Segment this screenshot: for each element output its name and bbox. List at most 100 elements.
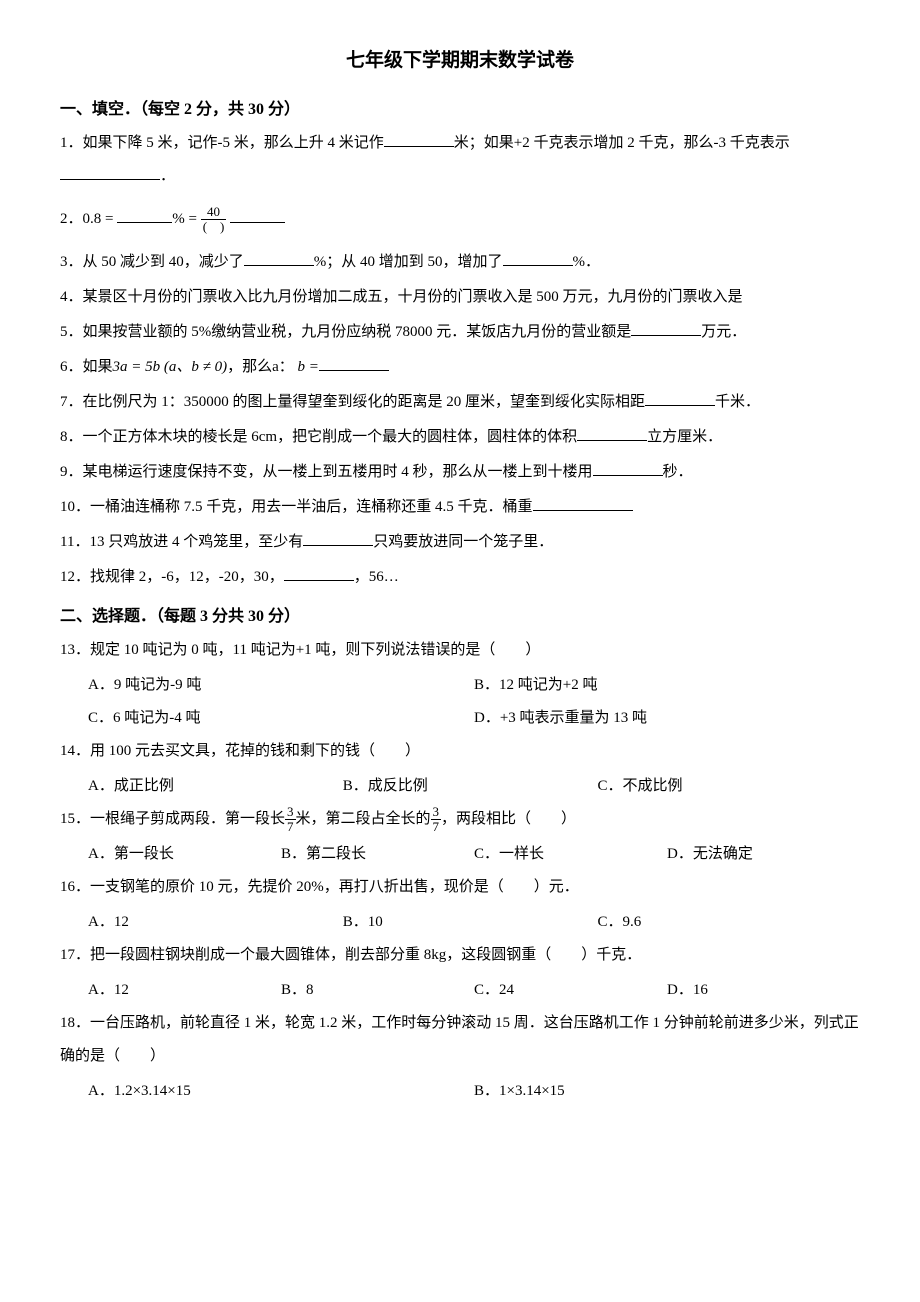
numerator: 3 <box>285 805 296 820</box>
question-12: 12．找规律 2，-6，12，-20，30，，56… <box>60 561 860 594</box>
q8-text-b: 立方厘米． <box>647 429 722 445</box>
blank <box>631 321 701 336</box>
q15-choices: A．第一段长 B．第二段长 C．一样长 D．无法确定 <box>60 838 860 871</box>
fraction-37a: 37 <box>285 805 296 835</box>
question-9: 9．某电梯运行速度保持不变，从一楼上到五楼用时 4 秒，那么从一楼上到十楼用 秒． <box>60 456 860 489</box>
choice-d: D．无法确定 <box>667 838 860 871</box>
choice-c: C．6 吨记为-4 吨 <box>88 702 474 735</box>
q6-text-b: ，那么a： <box>227 359 294 375</box>
q9-text-a: 9．某电梯运行速度保持不变，从一楼上到五楼用时 4 秒，那么从一楼上到十楼用 <box>60 464 593 480</box>
question-5: 5．如果按营业额的 5%缴纳营业税，九月份应纳税 78000 元．某饭店九月份的… <box>60 316 860 349</box>
q6-text-a: 6．如果 <box>60 359 113 375</box>
q3-text-c: %． <box>573 254 601 270</box>
blank <box>645 391 715 406</box>
q1-text-c: ． <box>160 168 175 184</box>
choice-c: C．不成比例 <box>598 770 853 803</box>
q1-text-a: 1．如果下降 5 米，记作-5 米，那么上升 4 米记作 <box>60 135 384 151</box>
q17-choices: A．12 B．8 C．24 D．16 <box>60 974 860 1007</box>
question-2: 2．0.8 = % = 40 ( ) <box>60 203 860 236</box>
q12-text-a: 12．找规律 2，-6，12，-20，30， <box>60 569 284 585</box>
choice-c: C．24 <box>474 974 667 1007</box>
numerator: 40 <box>201 205 227 220</box>
choice-c: C．一样长 <box>474 838 667 871</box>
numerator: 3 <box>431 805 442 820</box>
q7-text-a: 7．在比例尺为 1：350000 的图上量得望奎到绥化的距离是 20 厘米，望奎… <box>60 394 645 410</box>
question-16: 16．一支钢笔的原价 10 元，先提价 20%，再打八折出售，现价是（ ）元． <box>60 871 860 904</box>
choice-d: D．16 <box>667 974 860 1007</box>
choice-a: A．第一段长 <box>88 838 281 871</box>
q2-08: 0.8 = <box>83 211 114 227</box>
blank <box>60 165 160 180</box>
q15-text-c: ，两段相比（ ） <box>441 811 576 827</box>
blank <box>230 208 285 223</box>
choice-a: A．9 吨记为-9 吨 <box>88 669 474 702</box>
section-1-header: 一、填空．（每空 2 分，共 30 分） <box>60 92 860 127</box>
q5-text-b: 万元． <box>701 324 746 340</box>
denominator: ( ) <box>201 220 227 234</box>
choice-b: B．第二段长 <box>281 838 474 871</box>
blank <box>117 208 172 223</box>
q8-text-a: 8．一个正方体木块的棱长是 6cm，把它削成一个最大的圆柱体，圆柱体的体积 <box>60 429 577 445</box>
q18-text: 18．一台压路机，前轮直径 1 米，轮宽 1.2 米，工作时每分钟滚动 15 周… <box>60 1015 859 1064</box>
choice-b: B．成反比例 <box>343 770 598 803</box>
q14-text: 14．用 100 元去买文具，花掉的钱和剩下的钱（ ） <box>60 743 420 759</box>
denominator: 7 <box>285 820 296 834</box>
q2-pct: % = <box>172 211 197 227</box>
q7-text-b: 千米． <box>715 394 760 410</box>
question-3: 3．从 50 减少到 40，减少了 %；从 40 增加到 50，增加了 %． <box>60 246 860 279</box>
question-18: 18．一台压路机，前轮直径 1 米，轮宽 1.2 米，工作时每分钟滚动 15 周… <box>60 1007 860 1073</box>
q15-text-a: 15．一根绳子剪成两段．第一段长 <box>60 811 285 827</box>
question-8: 8．一个正方体木块的棱长是 6cm，把它削成一个最大的圆柱体，圆柱体的体积 立方厘… <box>60 421 860 454</box>
choice-a: A．1.2×3.14×15 <box>88 1075 474 1108</box>
question-13: 13．规定 10 吨记为 0 吨，11 吨记为+1 吨，则下列说法错误的是（ ） <box>60 634 860 667</box>
choice-b: B．12 吨记为+2 吨 <box>474 669 860 702</box>
choice-b: B．10 <box>343 906 598 939</box>
section-2-header: 二、选择题．（每题 3 分共 30 分） <box>60 599 860 634</box>
q11-text-b: 只鸡要放进同一个笼子里． <box>373 534 553 550</box>
blank <box>319 356 389 371</box>
fraction-40: 40 ( ) <box>201 205 227 235</box>
blank <box>303 531 373 546</box>
question-11: 11．13 只鸡放进 4 个鸡笼里，至少有 只鸡要放进同一个笼子里． <box>60 526 860 559</box>
choice-b: B．8 <box>281 974 474 1007</box>
question-17: 17．把一段圆柱钢块削成一个最大圆锥体，削去部分重 8kg，这段圆钢重（ ）千克… <box>60 939 860 972</box>
choice-a: A．12 <box>88 974 281 1007</box>
choice-c: C．9.6 <box>598 906 853 939</box>
question-15: 15．一根绳子剪成两段．第一段长37米，第二段占全长的37，两段相比（ ） <box>60 803 860 836</box>
q11-text-a: 11．13 只鸡放进 4 个鸡笼里，至少有 <box>60 534 303 550</box>
q6-formula: 3a = 5b (a、b ≠ 0) <box>113 359 228 375</box>
blank <box>503 251 573 266</box>
blank <box>244 251 314 266</box>
q9-text-b: 秒． <box>663 464 693 480</box>
question-10: 10．一桶油连桶称 7.5 千克，用去一半油后，连桶称还重 4.5 千克．桶重 <box>60 491 860 524</box>
blank <box>384 132 454 147</box>
fraction-37b: 37 <box>431 805 442 835</box>
q18-choices: A．1.2×3.14×15 B．1×3.14×15 <box>60 1075 860 1108</box>
q3-text-b: %；从 40 增加到 50，增加了 <box>314 254 503 270</box>
choice-a: A．12 <box>88 906 343 939</box>
question-1: 1．如果下降 5 米，记作-5 米，那么上升 4 米记作 米；如果+2 千克表示增… <box>60 127 860 193</box>
q1-text-b: 米；如果+2 千克表示增加 2 千克，那么-3 千克表示 <box>454 135 790 151</box>
q16-choices: A．12 B．10 C．9.6 <box>60 906 860 939</box>
question-14: 14．用 100 元去买文具，花掉的钱和剩下的钱（ ） <box>60 735 860 768</box>
blank <box>533 496 633 511</box>
question-4: 4．某景区十月份的门票收入比九月份增加二成五，十月份的门票收入是 500 万元，… <box>60 281 860 314</box>
blank <box>284 566 354 581</box>
q5-text-a: 5．如果按营业额的 5%缴纳营业税，九月份应纳税 78000 元．某饭店九月份的… <box>60 324 631 340</box>
q4-text: 4．某景区十月份的门票收入比九月份增加二成五，十月份的门票收入是 500 万元，… <box>60 289 743 305</box>
q16-text: 16．一支钢笔的原价 10 元，先提价 20%，再打八折出售，现价是（ ）元． <box>60 879 579 895</box>
blank <box>577 426 647 441</box>
exam-title: 七年级下学期期末数学试卷 <box>60 40 860 82</box>
q6-text-c: b = <box>298 359 319 375</box>
q10-text-a: 10．一桶油连桶称 7.5 千克，用去一半油后，连桶称还重 4.5 千克．桶重 <box>60 499 533 515</box>
choice-d: D．+3 吨表示重量为 13 吨 <box>474 702 860 735</box>
choice-a: A．成正比例 <box>88 770 343 803</box>
question-7: 7．在比例尺为 1：350000 的图上量得望奎到绥化的距离是 20 厘米，望奎… <box>60 386 860 419</box>
q3-text-a: 3．从 50 减少到 40，减少了 <box>60 254 244 270</box>
q17-text: 17．把一段圆柱钢块削成一个最大圆锥体，削去部分重 8kg，这段圆钢重（ ）千克… <box>60 947 641 963</box>
blank <box>593 461 663 476</box>
question-6: 6．如果3a = 5b (a、b ≠ 0)，那么a： b = <box>60 351 860 384</box>
q14-choices: A．成正比例 B．成反比例 C．不成比例 <box>60 770 860 803</box>
q15-text-b: 米，第二段占全长的 <box>296 811 431 827</box>
q13-text: 13．规定 10 吨记为 0 吨，11 吨记为+1 吨，则下列说法错误的是（ ） <box>60 642 540 658</box>
